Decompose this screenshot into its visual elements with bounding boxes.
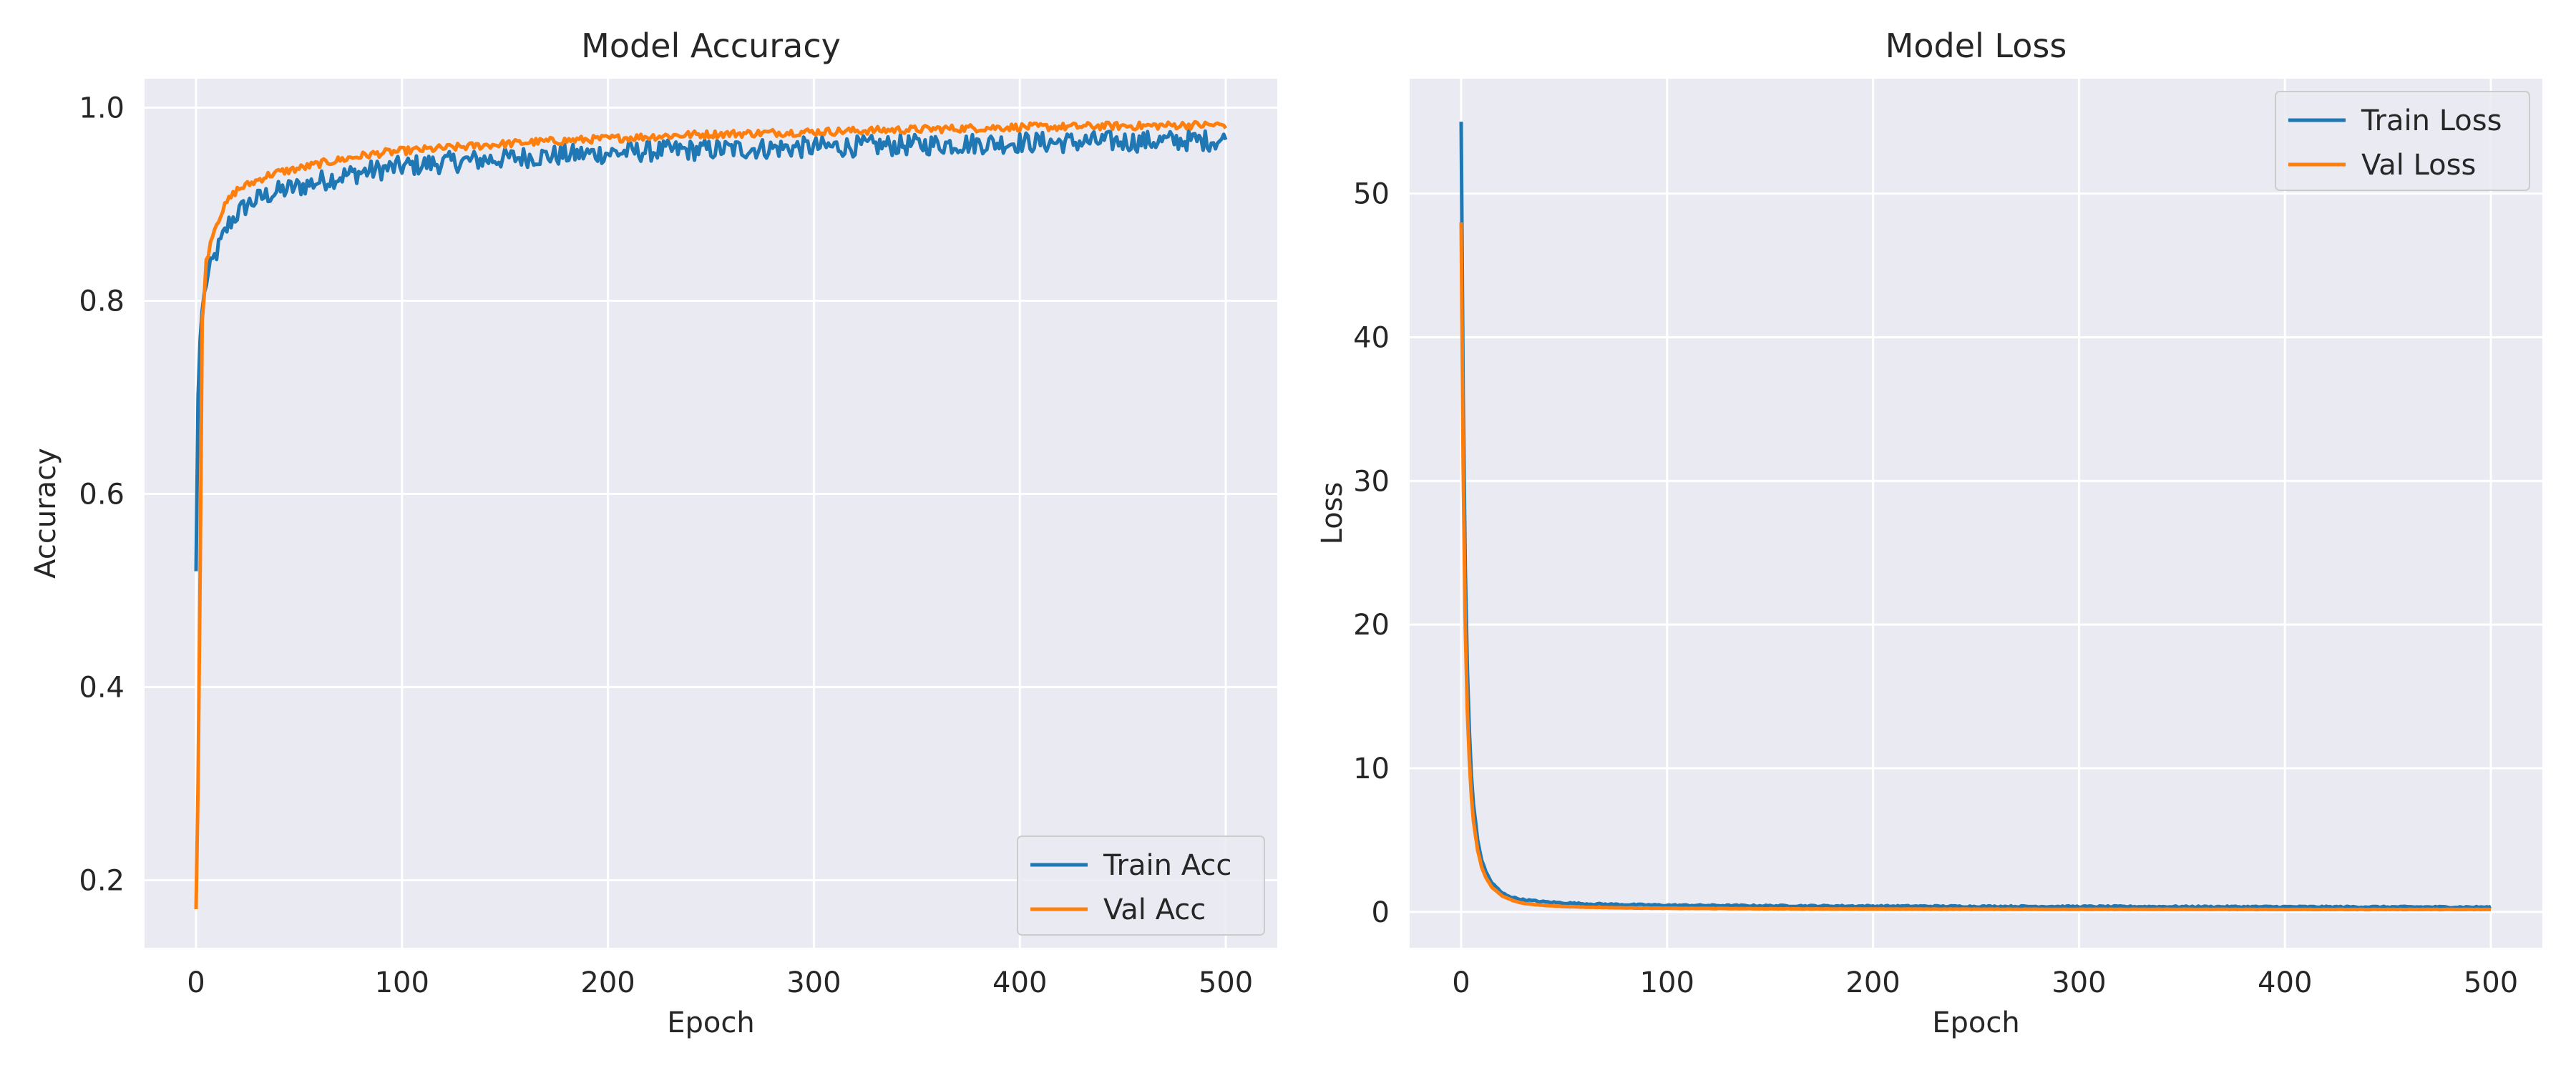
y-tick-label: 0.8 — [79, 285, 125, 318]
plot-area — [145, 79, 1277, 948]
y-tick-label: 30 — [1353, 465, 1390, 498]
series-line-train-acc — [194, 129, 1228, 572]
y-axis-label: Accuracy — [29, 448, 62, 579]
x-tick-label: 500 — [2464, 966, 2518, 999]
panel-1: 0 100 200 300 400 500 0.2 0.4 0.6 0.8 1.0 Model Acc… — [29, 26, 1277, 1039]
series-line-val-loss — [1459, 222, 2492, 912]
x-tick-label: 100 — [375, 966, 429, 999]
y-tick-label: 0.2 — [79, 865, 125, 898]
legend-label: Val Loss — [2361, 149, 2476, 182]
x-tick-label: 400 — [2258, 966, 2312, 999]
x-axis-label: Epoch — [1932, 1006, 2019, 1039]
legend-label: Train Loss — [2361, 104, 2502, 137]
x-tick-label: 300 — [2051, 966, 2106, 999]
y-tick-label: 50 — [1353, 178, 1390, 211]
x-tick-label: 200 — [1845, 966, 1900, 999]
y-tick-label: 0 — [1372, 896, 1390, 929]
x-tick-label: 0 — [187, 966, 205, 999]
plot-area — [1410, 79, 2542, 948]
y-tick-label: 0.6 — [79, 479, 125, 511]
series-line-train-loss — [1459, 122, 2492, 910]
legend-label: Val Acc — [1103, 893, 1206, 926]
x-tick-label: 500 — [1199, 966, 1253, 999]
y-tick-label: 20 — [1353, 609, 1390, 642]
x-axis-label: Epoch — [667, 1006, 754, 1039]
y-tick-label: 10 — [1353, 753, 1390, 785]
legend-label: Train Acc — [1103, 849, 1231, 882]
y-tick-label: 1.0 — [79, 92, 125, 125]
x-tick-label: 400 — [992, 966, 1047, 999]
chart-title: Model Loss — [1885, 26, 2067, 65]
y-tick-label: 0.4 — [79, 672, 125, 705]
y-tick-label: 40 — [1353, 321, 1390, 354]
chart-title: Model Accuracy — [581, 26, 841, 65]
panel-2: 0 100 200 300 400 500 0 10 20 30 40 50 Model Loss Epo… — [1316, 26, 2542, 1039]
x-tick-label: 200 — [580, 966, 635, 999]
legend: Train Acc Val Acc — [1017, 836, 1265, 936]
x-tick-label: 100 — [1640, 966, 1694, 999]
legend: Train Loss Val Loss — [2275, 91, 2530, 191]
y-axis-label: Loss — [1316, 482, 1349, 545]
series-line-val-acc — [194, 119, 1228, 910]
x-tick-label: 0 — [1452, 966, 1470, 999]
x-tick-label: 300 — [786, 966, 841, 999]
